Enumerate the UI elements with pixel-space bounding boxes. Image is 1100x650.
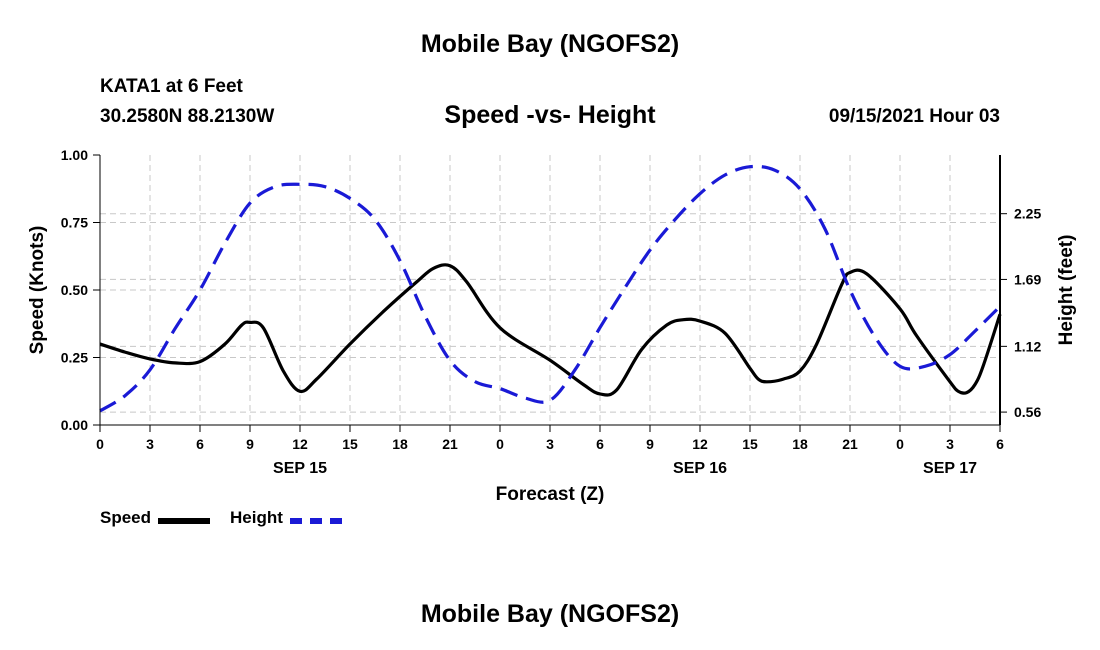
- y-axis-title: Speed (Knots): [27, 226, 48, 355]
- series-lines: [99, 164, 1002, 413]
- y2-tick-label: 1.12: [1014, 338, 1041, 354]
- x-tick-label: 9: [246, 436, 254, 452]
- x-axis-title: Forecast (Z): [496, 484, 605, 505]
- x-tick-label: 9: [646, 436, 654, 452]
- legend-height-swatch: [290, 518, 342, 524]
- x-tick-label: 0: [96, 436, 104, 452]
- x-tick-label: 0: [896, 436, 904, 452]
- page-title: Mobile Bay (NGOFS2): [420, 30, 680, 58]
- x-tick-label: 15: [342, 436, 358, 452]
- x-date-label: SEP 15: [273, 460, 327, 477]
- x-tick-label: 21: [842, 436, 858, 452]
- station-label: KATA1 at 6 Feet: [100, 76, 243, 97]
- x-tick-label: 3: [946, 436, 954, 452]
- y-tick-label: 0.00: [61, 417, 88, 433]
- legend-speed-label: Speed: [100, 508, 152, 527]
- x-tick-label: 12: [292, 436, 308, 452]
- grid-lines: [100, 155, 1000, 425]
- y2-tick-label: 1.69: [1014, 271, 1041, 287]
- x-tick-label: 0: [496, 436, 504, 452]
- x-tick-label: 3: [546, 436, 554, 452]
- y-tick-label: 0.75: [61, 215, 88, 231]
- y-tick-label: 1.00: [61, 147, 88, 163]
- series-line-height: [99, 164, 1002, 413]
- x-tick-label: 18: [792, 436, 808, 452]
- y-tick-label: 0.25: [61, 350, 88, 366]
- axis-labels: 0 3 6 9 12 15 18 21 0 3 6 9 12 15 18 21 0 3 6 SEP 15 SEP 16 S…: [27, 147, 1077, 505]
- x-date-label: SEP 16: [673, 460, 727, 477]
- y-tick-label: 0.50: [61, 282, 88, 298]
- footer-title: Mobile Bay (NGOFS2): [420, 600, 680, 628]
- x-date-label: SEP 17: [923, 460, 977, 477]
- chart-title: Speed -vs- Height: [444, 101, 656, 129]
- x-tick-label: 18: [392, 436, 408, 452]
- legend-speed-swatch: [158, 518, 210, 524]
- series-line-speed: [99, 263, 1002, 397]
- x-tick-label: 6: [596, 436, 604, 452]
- station-coordinates: 30.2580N 88.2130W: [100, 106, 275, 127]
- y2-tick-label: 0.56: [1014, 404, 1041, 420]
- plot-frame: [93, 154, 1007, 432]
- x-tick-label: 6: [196, 436, 204, 452]
- x-tick-label: 15: [742, 436, 758, 452]
- x-tick-label: 12: [692, 436, 708, 452]
- x-tick-label: 3: [146, 436, 154, 452]
- forecast-date: 09/15/2021 Hour 03: [828, 106, 1000, 127]
- y2-axis-title: Height (feet): [1056, 235, 1077, 346]
- legend-height-label: Height: [230, 508, 283, 527]
- x-tick-label: 6: [996, 436, 1004, 452]
- x-tick-label: 21: [442, 436, 458, 452]
- y2-tick-label: 2.25: [1014, 206, 1041, 222]
